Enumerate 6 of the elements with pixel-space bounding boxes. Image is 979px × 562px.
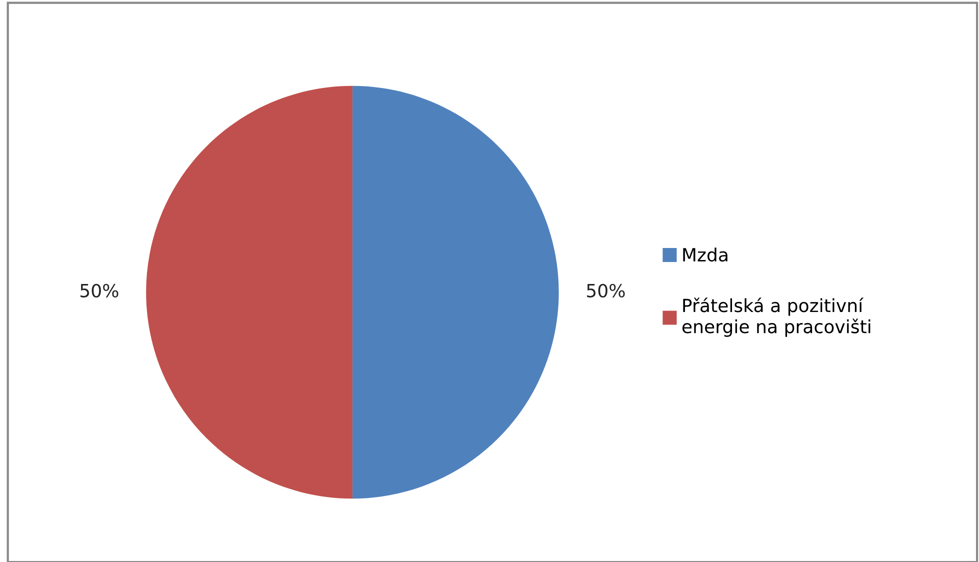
pie-slice [146, 86, 352, 499]
legend-label: Přátelská a pozitivní energie na pracovišti [682, 298, 870, 337]
pie-slice [352, 86, 559, 499]
legend-label: Mzda [683, 248, 728, 262]
data-label: 50% [80, 284, 118, 298]
data-label: 50% [587, 284, 625, 298]
